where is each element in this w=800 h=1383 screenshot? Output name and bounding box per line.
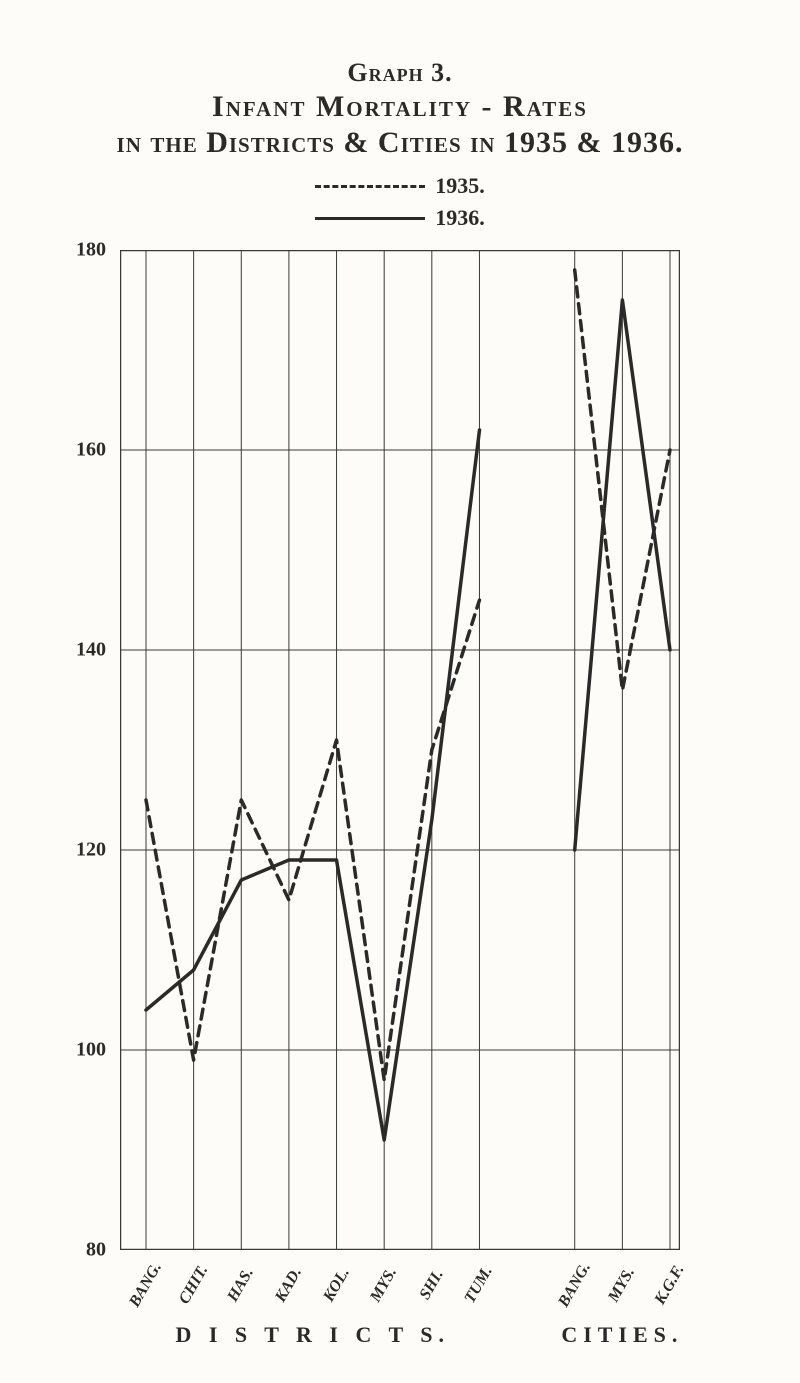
y-tick-label: 80 xyxy=(0,1239,106,1262)
legend-item-1935: 1935. xyxy=(0,170,800,202)
x-tick-label: KOL. xyxy=(314,1255,360,1316)
x-axis-group-label: D I S T R I C T S. xyxy=(175,1322,450,1348)
x-tick-label: BANG. xyxy=(123,1255,169,1316)
x-tick-label: CHIT. xyxy=(171,1255,217,1316)
y-tick-label: 140 xyxy=(0,639,106,662)
title-line-1: Graph 3. xyxy=(0,58,800,88)
y-tick-label: 160 xyxy=(0,439,106,462)
x-tick-label: SHI. xyxy=(409,1255,455,1316)
x-tick-label: TUM. xyxy=(457,1255,503,1316)
y-tick-label: 180 xyxy=(0,239,106,262)
x-tick-label: MYS. xyxy=(361,1255,407,1316)
legend-item-1936: 1936. xyxy=(0,202,800,234)
chart-svg xyxy=(120,250,680,1250)
x-tick-label: MYS. xyxy=(600,1255,646,1316)
legend: 1935. 1936. xyxy=(0,170,800,234)
x-tick-label: HAS. xyxy=(218,1255,264,1316)
chart-area xyxy=(120,250,680,1250)
title-line-3: in the Districts & Cities in 1935 & 1936… xyxy=(0,126,800,160)
legend-label-1936: 1936. xyxy=(435,205,485,231)
y-tick-label: 120 xyxy=(0,839,106,862)
chart-title: Graph 3. Infant Mortality - Rates in the… xyxy=(0,58,800,160)
x-tick-label: K.G.F. xyxy=(647,1255,693,1316)
page: Graph 3. Infant Mortality - Rates in the… xyxy=(0,0,800,1383)
legend-swatch-solid-icon xyxy=(315,217,425,220)
legend-swatch-dashed-icon xyxy=(315,185,425,188)
x-tick-label: BANG. xyxy=(552,1255,598,1316)
legend-label-1935: 1935. xyxy=(435,173,485,199)
y-tick-label: 100 xyxy=(0,1039,106,1062)
x-axis-group-label: CITIES. xyxy=(561,1322,683,1348)
title-line-2: Infant Mortality - Rates xyxy=(0,90,800,124)
x-tick-label: KAD. xyxy=(266,1255,312,1316)
